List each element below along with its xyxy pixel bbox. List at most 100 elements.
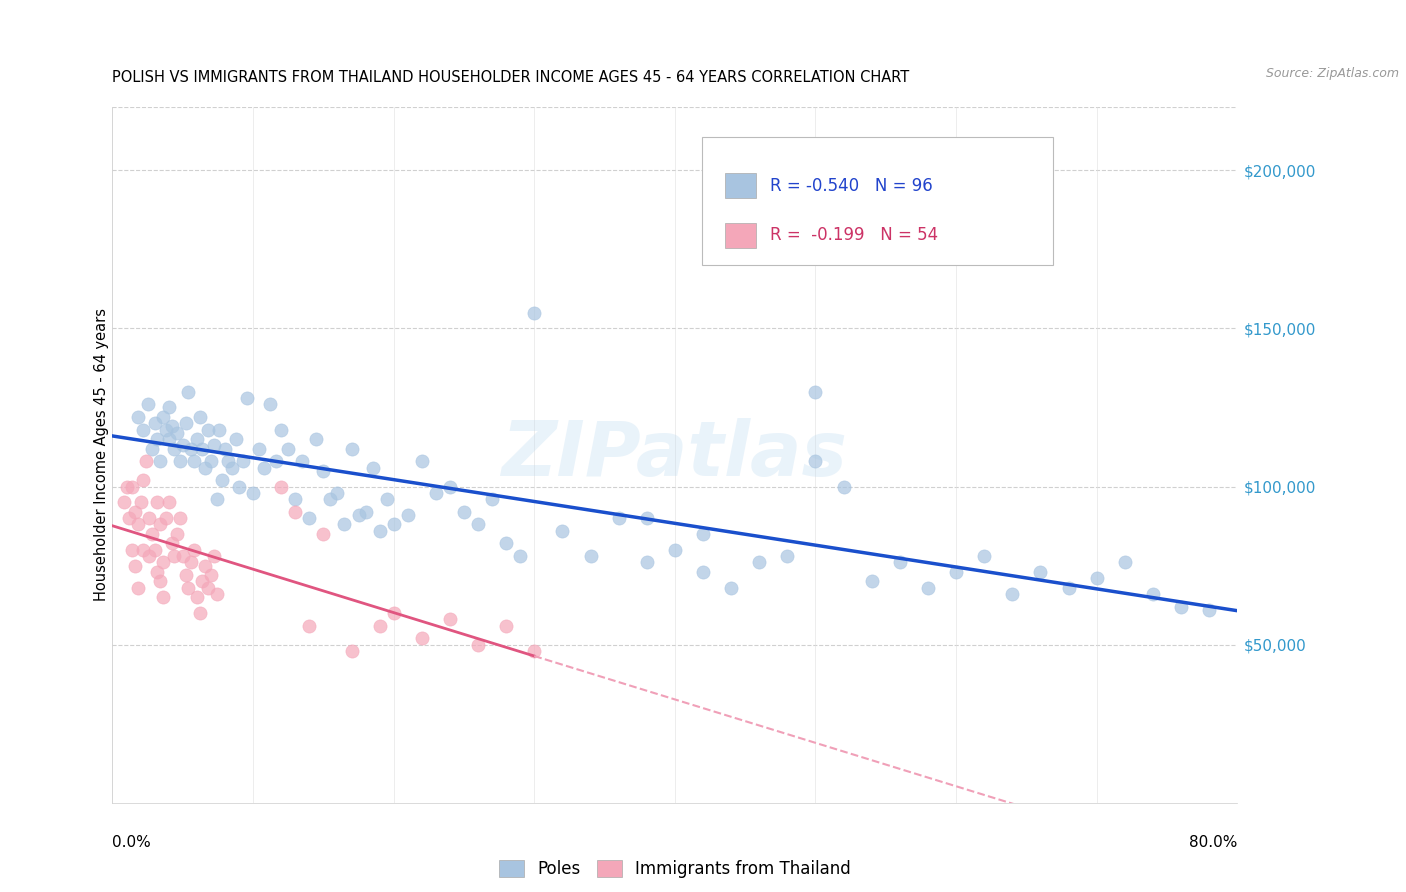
Point	[135, 454, 157, 468]
Point	[340, 644, 363, 658]
Point	[247, 442, 270, 456]
Point	[197, 581, 219, 595]
Text: Source: ZipAtlas.com: Source: ZipAtlas.com	[1265, 67, 1399, 80]
Point	[411, 454, 433, 468]
Point	[523, 305, 546, 319]
Point	[382, 517, 405, 532]
Point	[270, 423, 292, 437]
Point	[121, 542, 143, 557]
Point	[160, 419, 183, 434]
Text: 0.0%: 0.0%	[112, 836, 152, 850]
Point	[132, 423, 155, 437]
Point	[208, 423, 231, 437]
Point	[155, 511, 177, 525]
Point	[149, 517, 172, 532]
Y-axis label: Householder Income Ages 45 - 64 years: Householder Income Ages 45 - 64 years	[94, 309, 108, 601]
Point	[194, 460, 217, 475]
Point	[124, 558, 146, 573]
Text: 80.0%: 80.0%	[1189, 836, 1237, 850]
Point	[242, 486, 264, 500]
Point	[152, 591, 174, 605]
Point	[298, 511, 321, 525]
Point	[172, 549, 194, 563]
Point	[163, 549, 186, 563]
Point	[221, 460, 243, 475]
Point	[973, 549, 995, 563]
Point	[141, 527, 163, 541]
Point	[183, 454, 205, 468]
Point	[481, 492, 503, 507]
Point	[180, 556, 202, 570]
Point	[664, 542, 686, 557]
Point	[163, 442, 186, 456]
Point	[368, 618, 391, 632]
Point	[202, 438, 225, 452]
Point	[124, 505, 146, 519]
Point	[439, 612, 461, 626]
Point	[127, 409, 149, 424]
Point	[228, 479, 250, 493]
Point	[211, 473, 233, 487]
Point	[495, 618, 517, 632]
Point	[312, 464, 335, 478]
Point	[776, 549, 799, 563]
Point	[1170, 599, 1192, 614]
Point	[232, 454, 254, 468]
Point	[291, 454, 314, 468]
Point	[1198, 603, 1220, 617]
Point	[143, 542, 166, 557]
Point	[312, 527, 335, 541]
Point	[205, 587, 228, 601]
Point	[264, 454, 287, 468]
Point	[138, 549, 160, 563]
Point	[1029, 565, 1052, 579]
Point	[188, 409, 211, 424]
Point	[720, 581, 742, 595]
Point	[217, 454, 239, 468]
Point	[132, 473, 155, 487]
Point	[155, 423, 177, 437]
Point	[340, 442, 363, 456]
Point	[748, 556, 770, 570]
Point	[467, 638, 489, 652]
Point	[146, 432, 169, 446]
Point	[523, 644, 546, 658]
Point	[284, 492, 307, 507]
Point	[1085, 571, 1108, 585]
Point	[177, 384, 200, 399]
Point	[804, 384, 827, 399]
Point	[143, 417, 166, 431]
Point	[607, 511, 630, 525]
Point	[368, 524, 391, 538]
Point	[319, 492, 342, 507]
Point	[127, 517, 149, 532]
Point	[425, 486, 447, 500]
Point	[197, 423, 219, 437]
Text: ZIPatlas: ZIPatlas	[502, 418, 848, 491]
Point	[183, 542, 205, 557]
Point	[860, 574, 883, 589]
Point	[160, 536, 183, 550]
Point	[200, 568, 222, 582]
Point	[205, 492, 228, 507]
Point	[202, 549, 225, 563]
Point	[354, 505, 377, 519]
Point	[214, 442, 236, 456]
Point	[188, 606, 211, 620]
Point	[945, 565, 967, 579]
Point	[149, 454, 172, 468]
Point	[347, 508, 370, 522]
Point	[804, 454, 827, 468]
Point	[1142, 587, 1164, 601]
Point	[636, 511, 658, 525]
Point	[236, 391, 259, 405]
Point	[191, 442, 214, 456]
Point	[277, 442, 299, 456]
Point	[149, 574, 172, 589]
Point	[112, 495, 135, 509]
Point	[166, 527, 188, 541]
Text: POLISH VS IMMIGRANTS FROM THAILAND HOUSEHOLDER INCOME AGES 45 - 64 YEARS CORRELA: POLISH VS IMMIGRANTS FROM THAILAND HOUSE…	[112, 70, 910, 85]
Point	[172, 438, 194, 452]
Text: R = -0.540   N = 96: R = -0.540 N = 96	[770, 177, 934, 194]
Point	[152, 409, 174, 424]
